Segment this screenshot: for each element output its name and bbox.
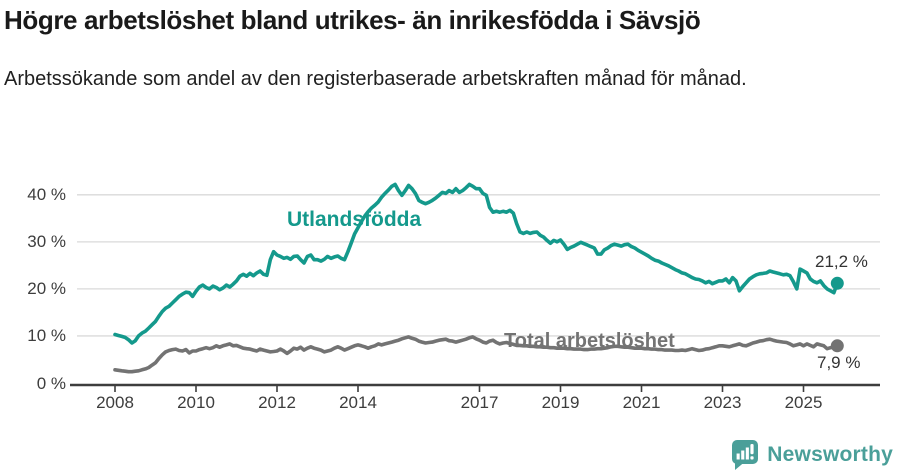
gridlines	[77, 194, 880, 337]
x-axis-label: 2012	[258, 393, 296, 412]
series-end-dot-utlandsfodda	[830, 276, 844, 290]
y-axis-label: 0 %	[36, 373, 66, 393]
x-axis-label: 2017	[460, 393, 499, 412]
series-line-total-arbetsloshet	[113, 335, 840, 374]
y-axis-label: 30 %	[27, 232, 66, 252]
series-label-total-arbetsloshet: Total arbetslöshet	[504, 330, 675, 352]
end-value-label-total: 7,9 %	[817, 353, 861, 372]
chart-subtitle: Arbetssökande som andel av den registerb…	[4, 67, 747, 90]
y-axis-label: 20 %	[27, 279, 66, 299]
series-label-utlandsfodda: Utlandsfödda	[287, 208, 422, 231]
newsworthy-wordmark: Newsworthy	[767, 443, 893, 466]
end-value-label-utlandsfodda: 21,2 %	[815, 252, 868, 271]
x-axis	[70, 383, 880, 392]
series-end-dot-total	[830, 339, 844, 353]
y-axis-label: 10 %	[27, 326, 66, 346]
x-axis-label: 2010	[177, 393, 215, 412]
newsworthy-logo: Newsworthy	[732, 440, 893, 470]
newsworthy-bubble-chart-icon	[732, 440, 759, 470]
x-axis-label: 2019	[541, 393, 580, 412]
x-axis-label: 2021	[622, 393, 661, 412]
x-axis-label: 2023	[703, 393, 742, 412]
x-axis-label: 2008	[96, 393, 134, 412]
x-axis-label: 2025	[784, 393, 823, 412]
x-axis-label: 2014	[339, 393, 377, 412]
series-line-utlandsfodda	[113, 182, 840, 345]
page-title: Högre arbetslöshet bland utrikes- än inr…	[4, 5, 701, 35]
y-axis-label: 40 %	[27, 185, 66, 205]
chart-header: Högre arbetslöshet bland utrikes- än inr…	[4, 5, 884, 94]
